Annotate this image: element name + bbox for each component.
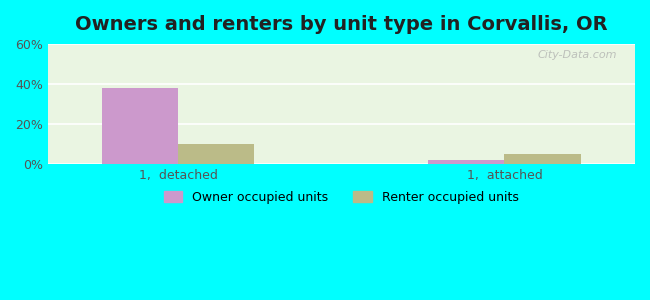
Bar bbox=[428, 160, 504, 164]
Bar bbox=[102, 88, 178, 164]
Legend: Owner occupied units, Renter occupied units: Owner occupied units, Renter occupied un… bbox=[159, 185, 524, 208]
Text: City-Data.com: City-Data.com bbox=[538, 50, 617, 60]
Title: Owners and renters by unit type in Corvallis, OR: Owners and renters by unit type in Corva… bbox=[75, 15, 608, 34]
Bar bbox=[504, 154, 580, 164]
Bar bbox=[178, 144, 254, 164]
